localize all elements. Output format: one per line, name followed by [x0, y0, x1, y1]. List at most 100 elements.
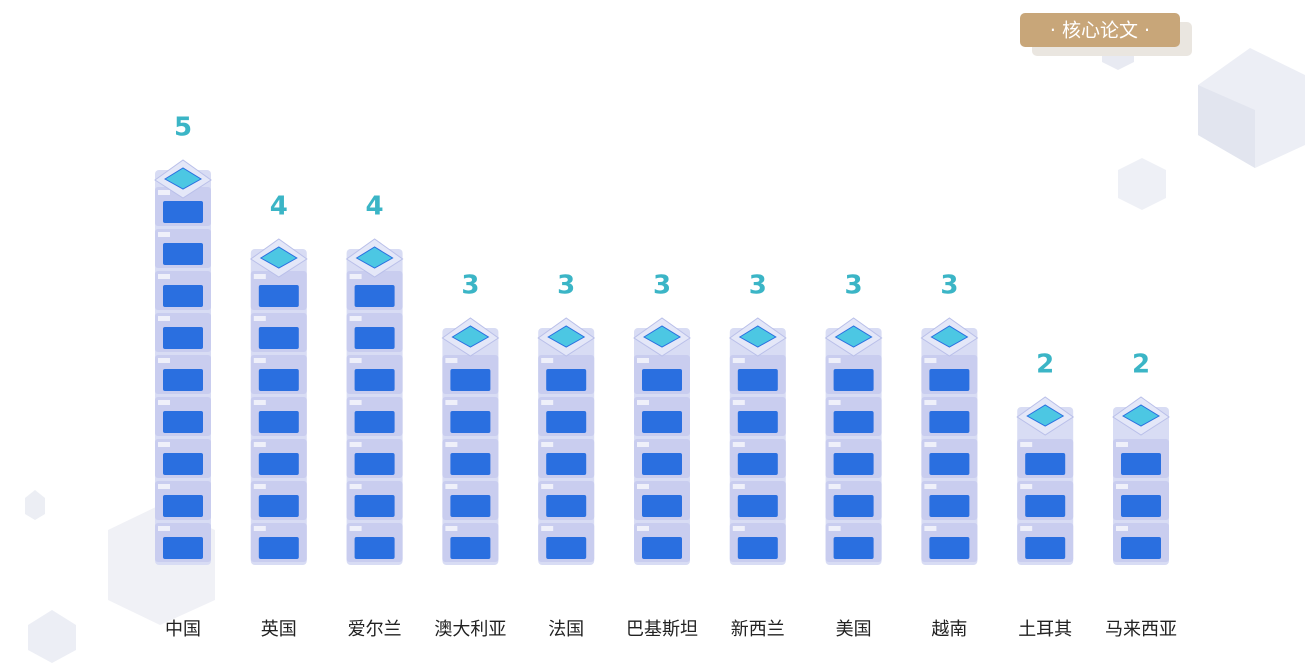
value-label: 3 — [557, 271, 575, 301]
bar-layer-front — [737, 411, 778, 433]
bar-layer-light — [541, 526, 554, 531]
bar-layer-front — [737, 495, 778, 517]
bar-layer-front — [546, 537, 587, 559]
bar-layer-front — [642, 453, 682, 475]
bar-layer-front — [1025, 495, 1066, 517]
bar-layer-light — [445, 526, 458, 531]
bar-layer-light — [732, 358, 745, 363]
bar-layer-front — [833, 453, 874, 475]
bar-cap-screen — [259, 246, 298, 269]
bar-layer-light — [253, 526, 266, 531]
badge — [1020, 13, 1180, 47]
bar-layer-light — [1116, 442, 1128, 447]
bar-layer-light — [828, 358, 841, 363]
bar-layer-front — [1025, 537, 1066, 559]
bar-layer-front — [258, 285, 299, 307]
x-tick-label: 土耳其 — [1018, 619, 1072, 640]
bar-cap-screen — [1026, 404, 1065, 427]
bar-layer-light — [732, 400, 745, 405]
x-tick-label: 马来西亚 — [1105, 619, 1177, 640]
bar-layer-light — [924, 442, 937, 447]
bar-layer-light — [828, 442, 841, 447]
bar-layer-front — [642, 537, 682, 559]
bar-layer-front — [833, 411, 874, 433]
bar-layer-front — [737, 453, 778, 475]
bar-layer-front — [354, 285, 395, 307]
bar-layer-front — [546, 453, 587, 475]
bar-layer-front — [1025, 453, 1066, 475]
bar-layer-light — [349, 358, 362, 363]
bar-layer-light — [349, 484, 362, 489]
bar-layer-front — [546, 495, 587, 517]
bar-layer-front — [642, 495, 682, 517]
value-label: 3 — [749, 271, 767, 301]
bar-layer-light — [158, 316, 170, 321]
bar-layer-front — [163, 201, 203, 223]
bar-layer-front — [929, 495, 970, 517]
x-tick-label: 英国 — [261, 619, 297, 640]
x-tick-label: 法国 — [548, 619, 584, 640]
badge-text: · 核心论文 · — [1050, 20, 1150, 42]
bar-layer-light — [924, 358, 937, 363]
bar-layer-light — [828, 526, 841, 531]
bar-layer-front — [163, 369, 203, 391]
value-label: 3 — [845, 271, 863, 301]
bar-layer-light — [541, 484, 554, 489]
bar-layer-light — [158, 526, 170, 531]
bar-layer-front — [546, 411, 587, 433]
bar-layer-front — [450, 537, 491, 559]
bar-layer-light — [1116, 484, 1128, 489]
bar-layer-light — [732, 526, 745, 531]
x-tick-label: 中国 — [165, 619, 201, 640]
bar-layer-light — [158, 358, 170, 363]
bar-layer-front — [833, 537, 874, 559]
bar-layer-light — [924, 484, 937, 489]
bar-layer-front — [163, 495, 203, 517]
bar-layer-front — [354, 537, 395, 559]
bar-layer-front — [258, 327, 299, 349]
bar-layer-front — [1121, 495, 1161, 517]
bar-layer-front — [450, 369, 491, 391]
bar-layer-light — [828, 400, 841, 405]
bar-layer-front — [354, 411, 395, 433]
bar-layer-front — [258, 411, 299, 433]
bar-layer-light — [253, 442, 266, 447]
x-tick-label: 巴基斯坦 — [626, 619, 698, 640]
bar-layer-front — [450, 495, 491, 517]
bar-layer-light — [349, 274, 362, 279]
bar-layer-light — [1116, 526, 1128, 531]
bar-layer-front — [354, 495, 395, 517]
bar-cap-screen — [164, 167, 202, 190]
bar-layer-light — [1020, 526, 1033, 531]
x-tick-label: 澳大利亚 — [434, 619, 506, 640]
bar-layer-light — [541, 400, 554, 405]
bar-layer-light — [637, 442, 649, 447]
bar-layer-light — [349, 316, 362, 321]
bar-layer-light — [158, 442, 170, 447]
bar-layer-light — [253, 316, 266, 321]
bar-layer-light — [732, 442, 745, 447]
bar-layer-light — [445, 484, 458, 489]
bar-layer-light — [924, 400, 937, 405]
bar-layer-front — [163, 327, 203, 349]
bar-layer-light — [253, 484, 266, 489]
bar-layer-light — [158, 484, 170, 489]
bar-layer-front — [163, 411, 203, 433]
bar-layer-light — [349, 400, 362, 405]
value-label: 2 — [1132, 350, 1150, 380]
bar-layer-light — [158, 190, 170, 195]
bar-layer-front — [929, 411, 970, 433]
value-label: 3 — [940, 271, 958, 301]
bar-layer-front — [450, 411, 491, 433]
value-label: 4 — [366, 192, 384, 222]
bar-layer-light — [445, 400, 458, 405]
bar-layer-front — [354, 453, 395, 475]
bar-layer-front — [737, 537, 778, 559]
bar-layer-light — [637, 358, 649, 363]
value-label: 4 — [270, 192, 288, 222]
bar-cap-screen — [834, 325, 873, 348]
value-label: 3 — [461, 271, 479, 301]
bar-layer-front — [929, 369, 970, 391]
bar-layer-front — [163, 453, 203, 475]
